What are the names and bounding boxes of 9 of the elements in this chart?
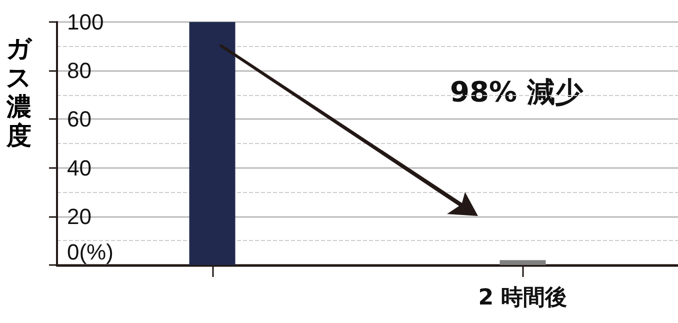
y-tick-label: 20 xyxy=(67,204,92,229)
y-tick-label: 100 xyxy=(67,10,104,34)
y-axis-title: ガス濃度 xyxy=(5,34,34,150)
y-tick-label: 60 xyxy=(67,106,92,132)
y-tick-label: 0(%) xyxy=(67,240,114,264)
x-tick-label: 2 時間後 xyxy=(478,286,568,310)
y-tick-label: 80 xyxy=(67,58,92,84)
annotation: 98% 減少 xyxy=(450,76,584,108)
y-tick-label: 40 xyxy=(67,155,92,180)
